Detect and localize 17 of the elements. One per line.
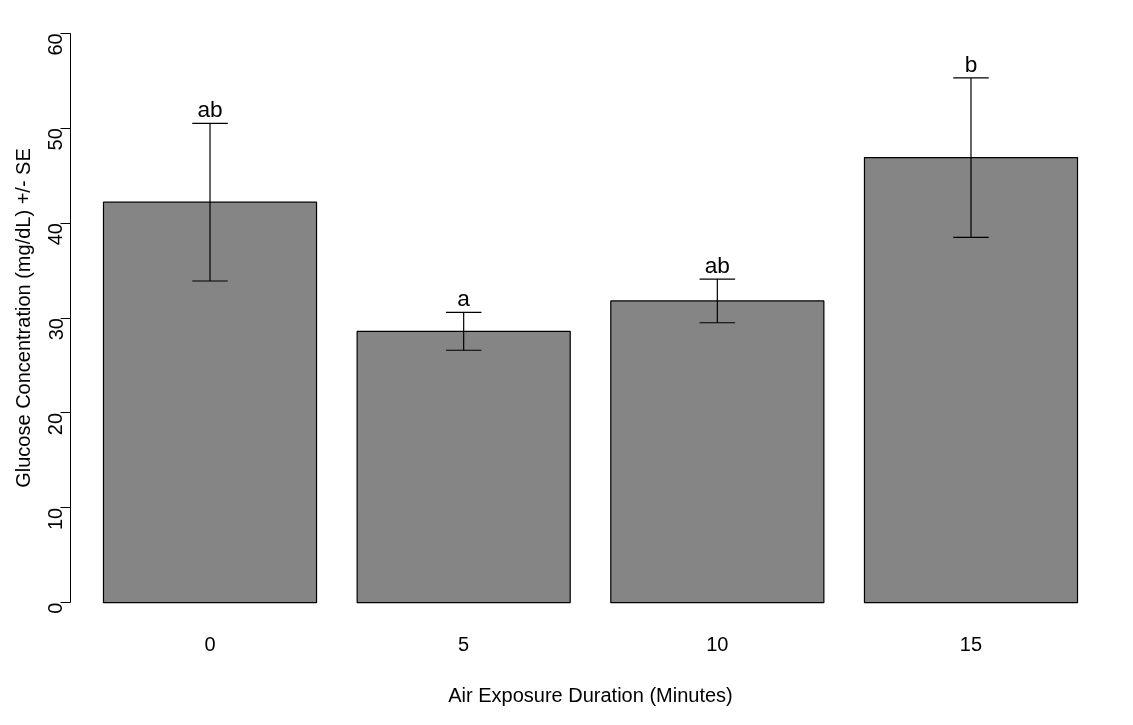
x-tick-label: 5: [458, 632, 470, 655]
annotation: ab: [197, 96, 223, 123]
x-tick-label: 10: [706, 632, 729, 655]
y-axis-title: Glucose Concentration (mg/dL) +/- SE: [11, 148, 34, 488]
y-tick-label: 0: [44, 602, 67, 614]
y-tick-label: 40: [44, 223, 67, 246]
y-tick-label: 50: [44, 128, 67, 151]
y-tick-label: 30: [44, 318, 67, 341]
annotation: ab: [704, 252, 730, 279]
x-tick-label: 0: [204, 632, 216, 655]
annotation: b: [964, 50, 978, 77]
y-tick-label: 20: [44, 412, 67, 436]
y-tick-label: 10: [44, 507, 67, 531]
y-tick-label: 60: [44, 33, 67, 56]
x-tick-label: 15: [959, 632, 983, 655]
x-axis-title: Air Exposure Duration (Minutes): [448, 683, 733, 706]
annotation: a: [457, 285, 471, 312]
